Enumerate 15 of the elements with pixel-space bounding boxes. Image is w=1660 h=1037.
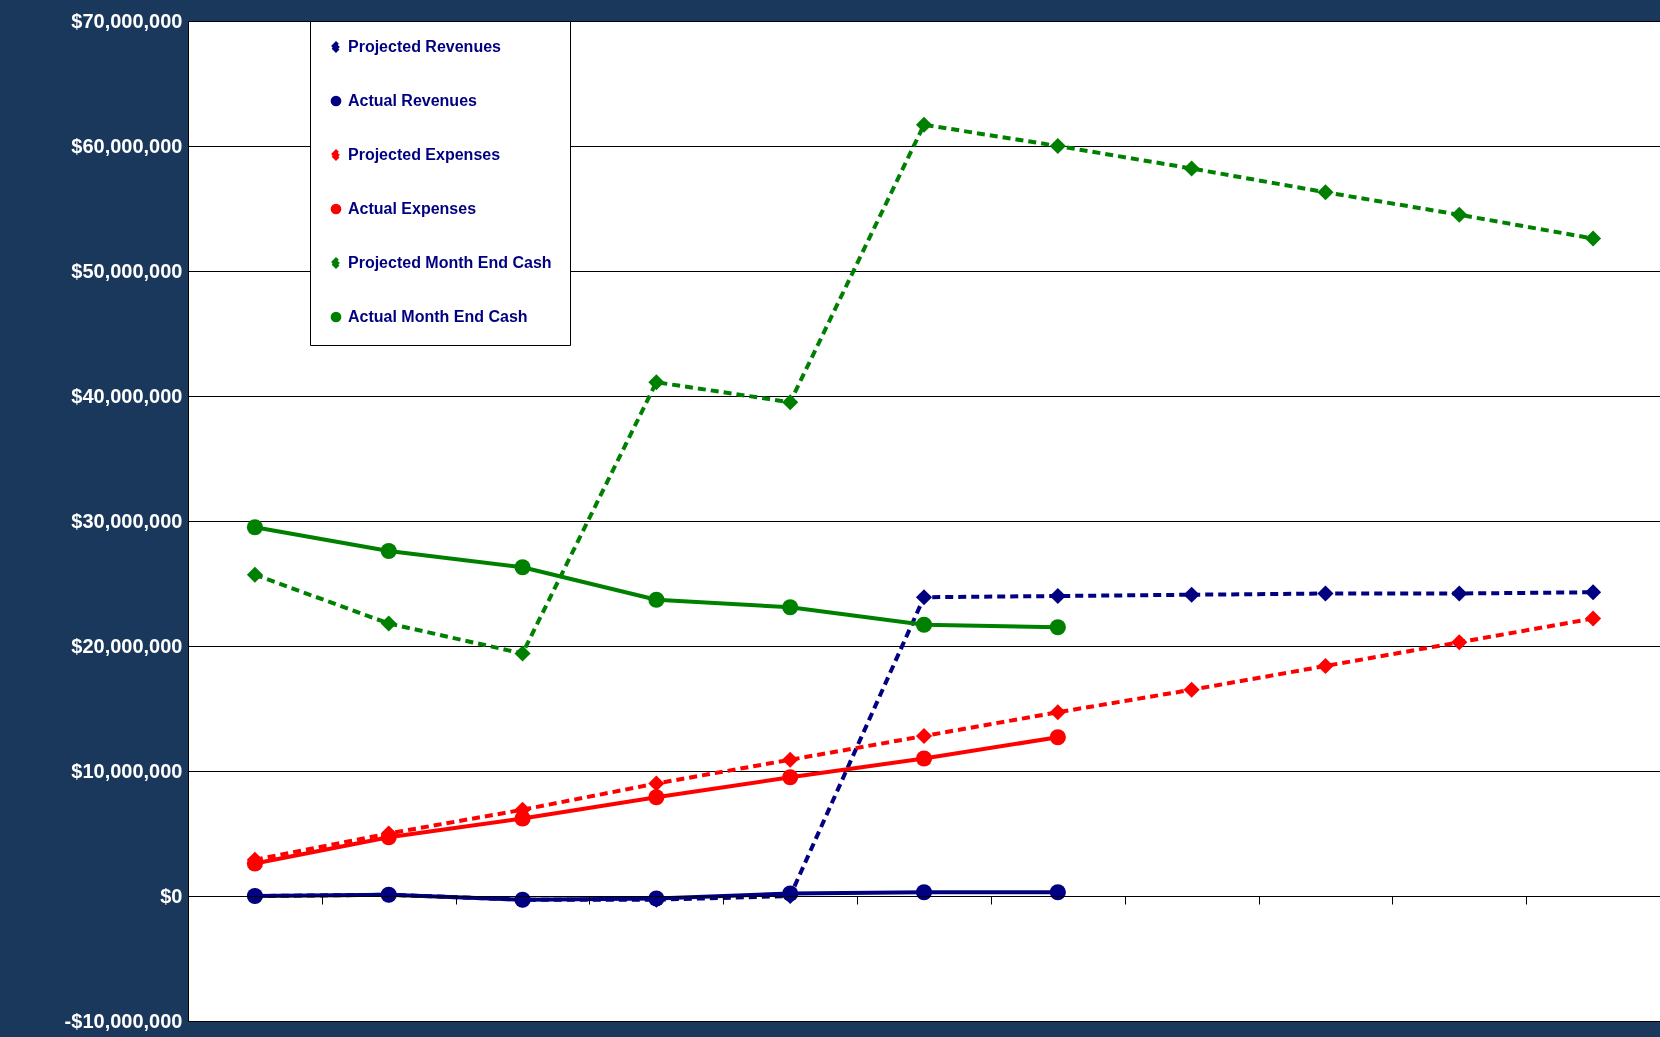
y-tick-label: $0	[160, 884, 183, 907]
y-tick-label: $60,000,000	[71, 134, 183, 157]
legend-label: Projected Expenses	[348, 146, 501, 163]
y-tick-label: $30,000,000	[71, 509, 183, 532]
legend-label: Projected Month End Cash	[348, 254, 552, 271]
legend-label: Actual Month End Cash	[348, 308, 528, 325]
y-tick-label: $20,000,000	[71, 634, 183, 657]
y-tick-label: $40,000,000	[71, 384, 183, 407]
y-tick-label: $10,000,000	[71, 759, 183, 782]
legend-label: Projected Revenues	[348, 38, 502, 55]
legend-label: Actual Expenses	[348, 200, 477, 217]
y-tick-label: $50,000,000	[71, 259, 183, 282]
y-tick-label: -$10,000,000	[64, 1009, 183, 1032]
y-tick-label: $70,000,000	[71, 9, 183, 32]
legend-label: Actual Revenues	[348, 92, 478, 109]
